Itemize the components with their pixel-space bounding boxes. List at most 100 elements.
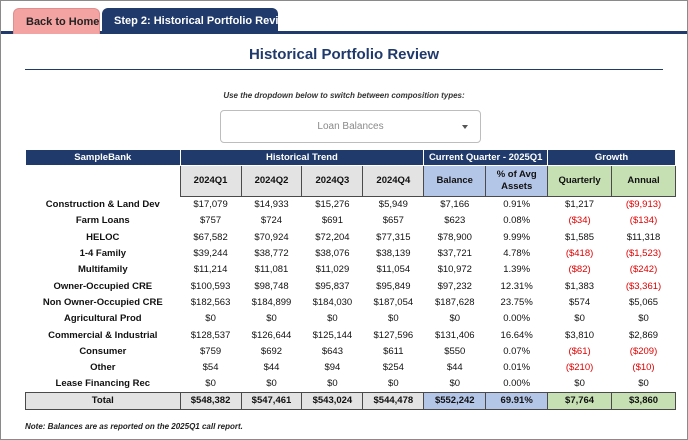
col-header: % of Avg Assets	[485, 165, 549, 197]
header-historical-trend: Historical Trend	[179, 149, 425, 166]
table-cell: $15,276	[315, 199, 350, 211]
total-row: Total $548,382 $547,461 $543,024 $544,47…	[25, 391, 676, 410]
table-cell: $3,810	[565, 329, 595, 341]
row-label: Multifamily	[77, 264, 128, 276]
table-cell: $38,772	[254, 248, 289, 260]
col-header: Annual	[611, 165, 676, 197]
table-cell: ($242)	[629, 264, 658, 276]
table-cell: 0.08%	[503, 215, 531, 227]
table-cell: $0	[266, 378, 277, 390]
table-cell: $44	[446, 362, 463, 374]
table-cell: $182,563	[190, 296, 231, 308]
table-cell: $38,076	[315, 248, 350, 260]
table-cell: ($134)	[629, 215, 658, 227]
table-cell: ($61)	[568, 345, 591, 357]
composition-type-dropdown[interactable]: Loan Balances	[220, 110, 481, 143]
table-row: Owner-Occupied CRE $100,593 $98,748 $95,837…	[26, 278, 676, 294]
table-cell: $17,079	[193, 199, 228, 211]
table-cell: $184,899	[251, 296, 292, 308]
table-cell: $0	[574, 378, 585, 390]
tab-historical-portfolio-review[interactable]: Step 2: Historical Portfolio Review	[102, 8, 293, 34]
col-header: Quarterly	[547, 165, 613, 197]
table-cell: $550	[444, 345, 466, 357]
table-cell: $0	[327, 313, 338, 325]
dropdown-selected-value: Loan Balances	[317, 121, 384, 132]
row-label: Non Owner-Occupied CRE	[42, 296, 163, 308]
table-cell: $97,232	[437, 280, 472, 292]
table-cell: $0	[266, 313, 277, 325]
table-cell: $11,029	[315, 264, 350, 276]
table-cell: $44	[263, 362, 280, 374]
header-current-quarter: Current Quarter - 2025Q1	[423, 149, 549, 166]
table-cell: $5,949	[378, 199, 408, 211]
table-cell: $724	[260, 215, 283, 227]
table-body: Construction & Land Dev $17,079 $14,933 $15…	[26, 197, 676, 393]
table-cell: $95,849	[376, 280, 411, 292]
table-cell: 0.07%	[503, 345, 531, 357]
table-cell: $187,054	[373, 296, 414, 308]
footnote: Note: Balances are as reported on the 20…	[25, 422, 243, 431]
col-header: 2024Q1	[179, 165, 242, 197]
chevron-down-icon[interactable]	[462, 125, 468, 129]
row-label: Other	[90, 362, 116, 374]
table-cell: $5,065	[628, 296, 659, 308]
table-row: Lease Financing Rec $0 $0 $0 $0 $0 0.00% $0 $0	[26, 376, 676, 392]
table-cell: $0	[327, 378, 338, 390]
column-header-row: 2024Q1 2024Q2 2024Q3 2024Q4 Balance % of…	[25, 165, 676, 197]
total-label: Total	[25, 391, 181, 410]
table-cell: ($418)	[565, 248, 594, 260]
table-row: Consumer $759 $692 $643 $611 $550 0.07% ($61) ($…	[26, 343, 676, 359]
col-header: Balance	[423, 165, 487, 197]
table-row: Other $54 $44 $94 $254 $44 0.01% ($210) ($10)	[26, 359, 676, 375]
total-cell: $7,764	[547, 391, 613, 410]
header-bank: SampleBank	[25, 149, 181, 166]
table-cell: $691	[321, 215, 343, 227]
header-growth: Growth	[547, 149, 676, 166]
col-header: 2024Q2	[240, 165, 303, 197]
table-row: Agricultural Prod $0 $0 $0 $0 $0 0.00% $0 $0	[26, 311, 676, 327]
total-cell: $3,860	[611, 391, 676, 410]
table-cell: $1,383	[565, 280, 595, 292]
table-cell: 0.00%	[503, 313, 531, 325]
table-cell: $10,972	[437, 264, 472, 276]
total-cell: $543,024	[301, 391, 364, 410]
table-cell: $0	[388, 378, 399, 390]
table-cell: $187,628	[434, 296, 475, 308]
table-cell: 12.31%	[500, 280, 533, 292]
table-cell: 0.01%	[503, 362, 531, 374]
table-cell: ($34)	[568, 215, 591, 227]
table-cell: $125,144	[312, 329, 353, 341]
table-cell: $11,214	[193, 264, 228, 276]
col-header: 2024Q4	[362, 165, 425, 197]
table-cell: $128,537	[190, 329, 231, 341]
table-cell: 4.78%	[503, 248, 531, 260]
tab-back-to-home[interactable]: Back to Home	[13, 8, 100, 34]
table-cell: 0.91%	[503, 199, 531, 211]
table-cell: 9.99%	[503, 231, 531, 243]
table-row: Non Owner-Occupied CRE $182,563 $184,899 $1…	[26, 294, 676, 310]
table-cell: ($3,361)	[625, 280, 662, 292]
table-cell: $0	[449, 378, 461, 390]
portfolio-table: SampleBank Historical Trend Current Quar…	[25, 149, 676, 410]
total-cell: $548,382	[179, 391, 242, 410]
title-divider	[25, 69, 663, 70]
table-cell: $0	[205, 378, 216, 390]
table-cell: $127,596	[373, 329, 414, 341]
table-cell: $0	[638, 378, 649, 390]
instruction-text: Use the dropdown below to switch between…	[223, 91, 465, 100]
group-header-row: SampleBank Historical Trend Current Quar…	[25, 149, 676, 166]
table-row: Construction & Land Dev $17,079 $14,933 $15…	[26, 197, 676, 213]
table-cell: $100,593	[190, 280, 231, 292]
page-title: Historical Portfolio Review	[248, 46, 440, 63]
table-cell: ($210)	[565, 362, 594, 374]
table-row: 1-4 Family $39,244 $38,772 $38,076 $38,139 $3…	[26, 245, 676, 261]
header-blank	[25, 165, 181, 197]
table-cell: $184,030	[312, 296, 353, 308]
table-cell: $77,315	[376, 231, 411, 243]
table-row: Farm Loans $757 $724 $691 $657 $623 0.08% ($34)…	[26, 213, 676, 229]
table-cell: $98,748	[254, 280, 289, 292]
table-cell: $94	[324, 362, 341, 374]
table-cell: $95,837	[315, 280, 350, 292]
table-cell: ($82)	[568, 264, 591, 276]
